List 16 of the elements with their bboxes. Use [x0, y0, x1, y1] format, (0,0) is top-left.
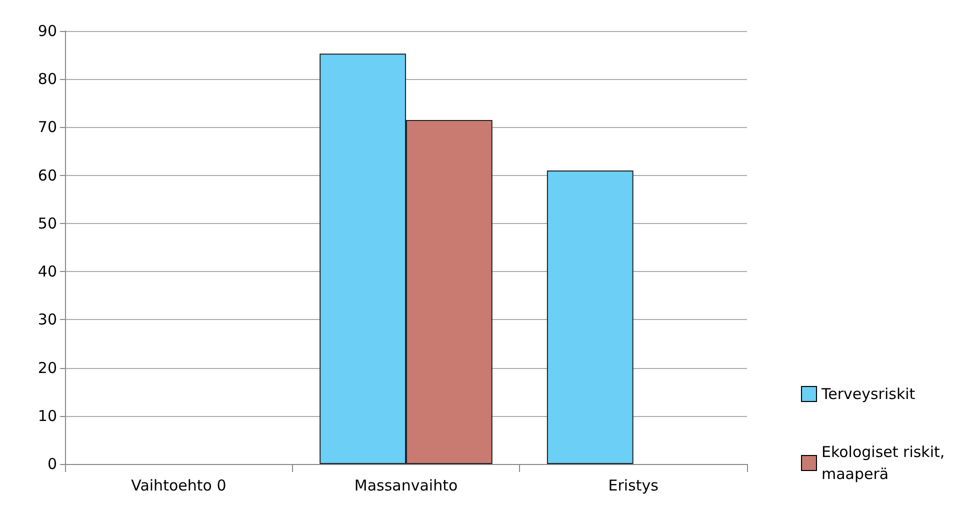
y-tick-label: 10 [38, 406, 57, 425]
x-tick-label: Eristys [608, 476, 659, 494]
y-tick-label: 40 [38, 262, 57, 281]
y-tick-label: 80 [38, 70, 57, 88]
legend-label: Terveysriskit [820, 385, 916, 403]
y-tick-label: 60 [38, 166, 57, 184]
legend-label: Ekologiset riskit, maaperä [822, 443, 950, 483]
x-tick-label: Vaihtoehto 0 [131, 476, 226, 494]
y-tick-label: 30 [38, 310, 57, 329]
y-tick-label: 70 [38, 118, 57, 136]
y-tick-label: 20 [38, 358, 57, 377]
y-tick-label: 0 [47, 455, 57, 473]
x-tick-label: Massanvaihto [354, 476, 458, 494]
y-tick-label: 90 [38, 22, 57, 40]
y-tick-label: 50 [38, 214, 57, 232]
bar [546, 170, 634, 464]
